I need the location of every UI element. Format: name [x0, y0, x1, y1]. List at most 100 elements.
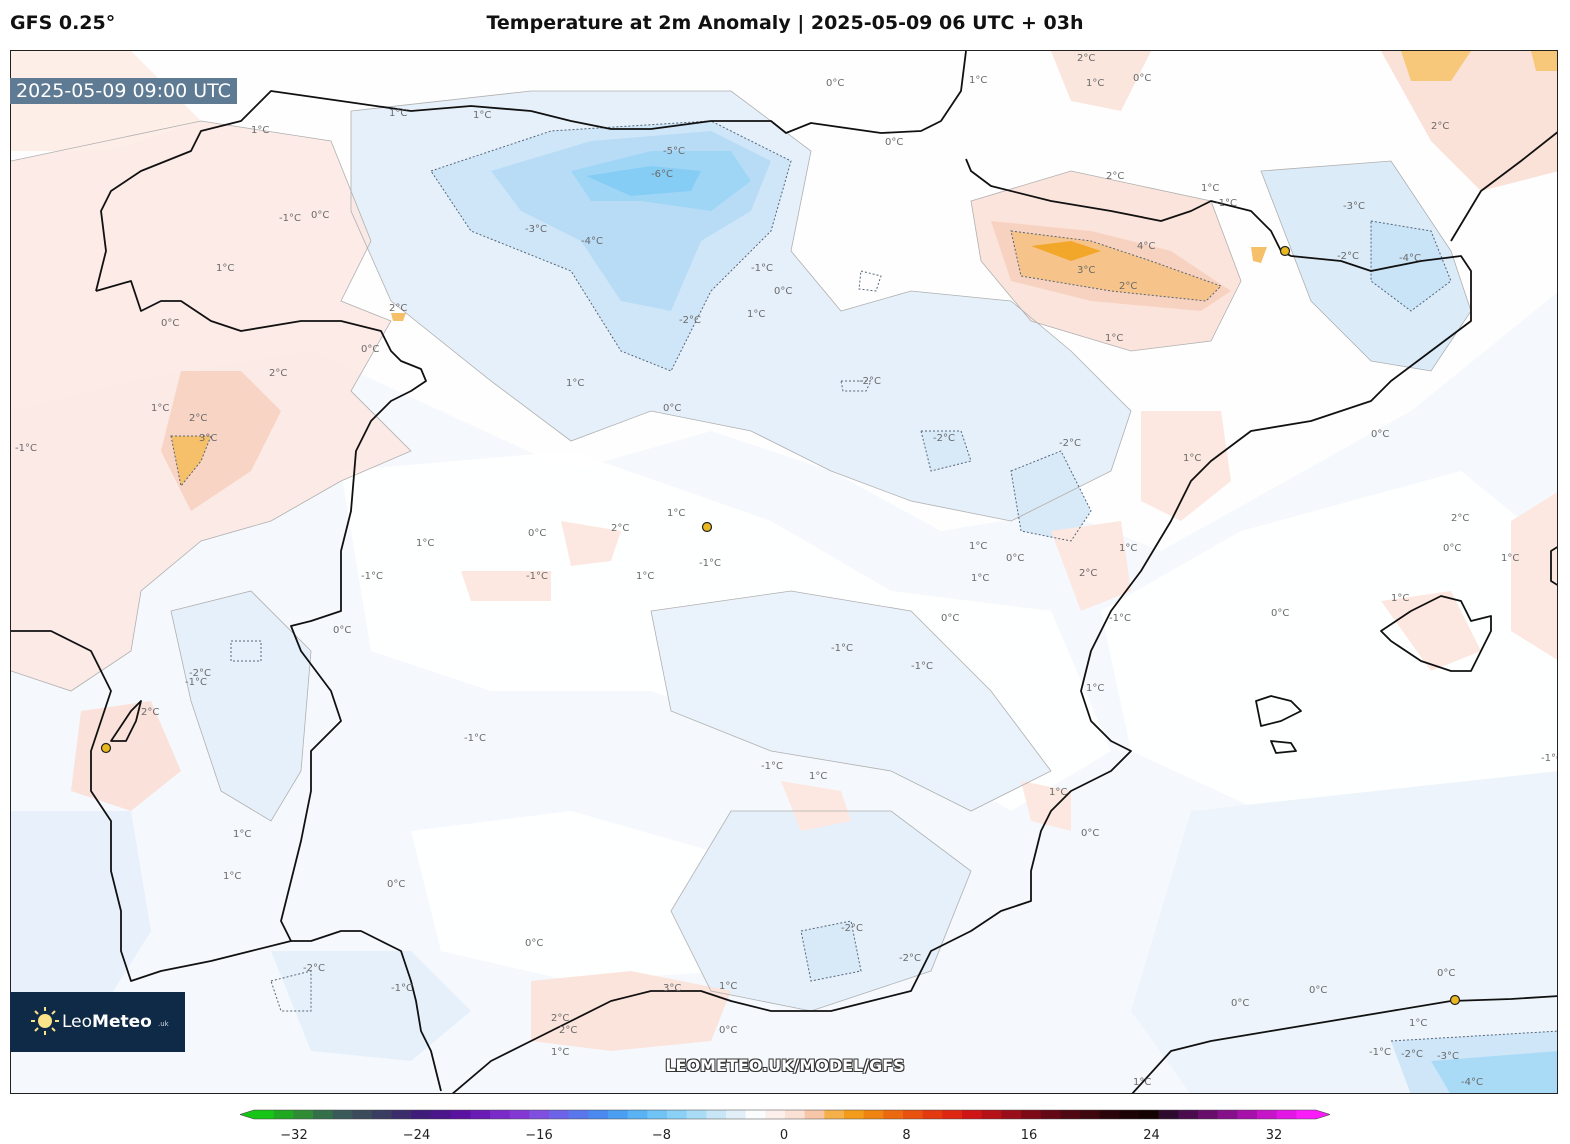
contour-label: 2°C — [1106, 171, 1124, 182]
colorbar-cell — [1119, 1110, 1140, 1119]
colorbar-tick-label: −8 — [651, 1128, 672, 1143]
contour-label: 1°C — [1049, 787, 1067, 798]
colorbar-cell — [1178, 1110, 1199, 1119]
colorbar-cell — [608, 1110, 629, 1119]
contour-label: -4°C — [1461, 1077, 1483, 1088]
contour-label: 0°C — [1081, 828, 1099, 839]
contour-label: 0°C — [1006, 553, 1024, 564]
contour-label: 1°C — [389, 108, 407, 119]
contour-label: -1°C — [761, 761, 783, 772]
contour-label: 0°C — [826, 78, 844, 89]
colorbar-cell — [549, 1110, 570, 1119]
contour-label: -1°C — [699, 558, 721, 569]
leometeo-logo[interactable]: LeoMeteo .uk — [10, 992, 185, 1052]
contour-label: 1°C — [1409, 1018, 1427, 1029]
contour-label: -1°C — [1109, 613, 1131, 624]
colorbar-cell — [1001, 1110, 1022, 1119]
colorbar-cell — [686, 1110, 707, 1119]
contour-label: 1°C — [1391, 593, 1409, 604]
colorbar-cell — [962, 1110, 983, 1119]
colorbar-tick-label: 0 — [779, 1128, 789, 1143]
contour-label: 1°C — [1086, 78, 1104, 89]
colorbar-cell — [1040, 1110, 1061, 1119]
colorbar-cell — [922, 1110, 943, 1119]
sun-icon — [31, 1007, 59, 1035]
contour-label: -2°C — [899, 953, 921, 964]
contour-label: -4°C — [1399, 253, 1421, 264]
contour-label: 2°C — [1431, 121, 1449, 132]
contour-label: 1°C — [1119, 543, 1137, 554]
contour-label: -2°C — [1401, 1049, 1423, 1060]
contour-label: -1°C — [15, 443, 37, 454]
contour-label: -3°C — [525, 224, 547, 235]
contour-label: -3°C — [1343, 201, 1365, 212]
colorbar-cell — [352, 1110, 373, 1119]
colorbar-cell — [863, 1110, 884, 1119]
contour-label: 1°C — [719, 981, 737, 992]
colorbar-cell — [981, 1110, 1002, 1119]
contour-label: 1°C — [1201, 183, 1219, 194]
colorbar-tick-label: 16 — [1020, 1128, 1038, 1143]
contour-label: -2°C — [679, 315, 701, 326]
colorbar-cell — [254, 1110, 275, 1119]
colorbar-cell — [372, 1110, 393, 1119]
contour-label: 1°C — [1086, 683, 1104, 694]
colorbar-cell — [490, 1110, 511, 1119]
colorbar-cell — [1158, 1110, 1179, 1119]
model-name: GFS 0.25° — [10, 12, 116, 34]
colorbar-cell — [1257, 1110, 1278, 1119]
colorbar-cell — [470, 1110, 491, 1119]
contour-label: -1°C — [1541, 753, 1558, 764]
colorbar-cell — [450, 1110, 471, 1119]
contour-label: 0°C — [1437, 968, 1455, 979]
contour-label: -1°C — [1215, 198, 1237, 209]
contour-label: 1°C — [233, 829, 251, 840]
contour-label: 1°C — [969, 75, 987, 86]
contour-label: 0°C — [333, 625, 351, 636]
colorbar-cell — [1021, 1110, 1042, 1119]
contour-label: 2°C — [551, 1013, 569, 1024]
colorbar-cell — [745, 1110, 766, 1119]
contour-label: 0°C — [941, 613, 959, 624]
contour-label: -2°C — [1337, 251, 1359, 262]
contour-label: 2°C — [559, 1025, 577, 1036]
colorbar-cell — [706, 1110, 727, 1119]
contour-label: 1°C — [747, 309, 765, 320]
colorbar-cell — [1276, 1110, 1297, 1119]
colorbar-max-arrow — [1316, 1110, 1330, 1119]
contour-label: 0°C — [1133, 73, 1151, 84]
contour-label: 1°C — [416, 538, 434, 549]
contour-label: 1°C — [1501, 553, 1519, 564]
contour-label: 2°C — [1119, 281, 1137, 292]
colorbar-cell — [273, 1110, 294, 1119]
colorbar-cell — [568, 1110, 589, 1119]
contour-label: 2°C — [1079, 568, 1097, 579]
contour-label: -2°C — [859, 376, 881, 387]
contour-label: -1°C — [751, 263, 773, 274]
contour-label: 0°C — [1271, 608, 1289, 619]
contour-label: 0°C — [1371, 429, 1389, 440]
colorbar-cell — [726, 1110, 747, 1119]
contour-label: 1°C — [667, 508, 685, 519]
colorbar-cell — [1198, 1110, 1219, 1119]
colorbar-cells — [240, 1109, 1330, 1120]
contour-label: 2°C — [269, 368, 287, 379]
colorbar-outline — [240, 1109, 1330, 1120]
map-panel[interactable]: 0°C 1°C 1°C -5°C -6°C -3°C -4°C -2°C -1°… — [10, 50, 1558, 1094]
contour-label: 3°C — [199, 433, 217, 444]
colorbar-tick-label: 24 — [1143, 1128, 1160, 1143]
colorbar-cell — [391, 1110, 412, 1119]
colorbar-cell — [1217, 1110, 1238, 1119]
contour-label: 0°C — [774, 286, 792, 297]
colorbar-cell — [313, 1110, 334, 1119]
colorbar-cell — [1139, 1110, 1160, 1119]
colorbar-tick-label: −24 — [402, 1128, 431, 1143]
temperature-anomaly-map: 0°C 1°C 1°C -5°C -6°C -3°C -4°C -2°C -1°… — [11, 51, 1558, 1093]
contour-label: 1°C — [551, 1047, 569, 1058]
colorbar-cell — [588, 1110, 609, 1119]
contour-label: 0°C — [161, 318, 179, 329]
contour-label: 4°C — [1137, 241, 1155, 252]
colorbar-min-arrow — [240, 1110, 254, 1119]
contour-label: 3°C — [1077, 265, 1095, 276]
contour-label: 1°C — [1105, 333, 1123, 344]
